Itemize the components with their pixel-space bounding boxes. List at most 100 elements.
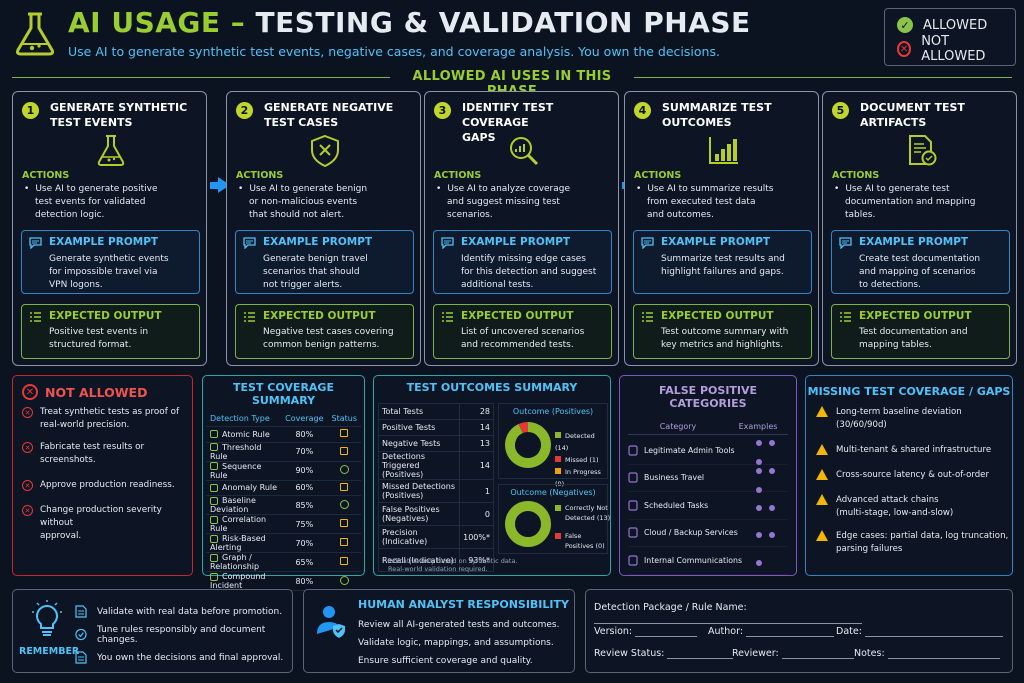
prompt-line: scenarios that should <box>263 267 360 277</box>
output-line: and recommended tests. <box>461 340 574 350</box>
action-line: Use AI to analyze coverage <box>447 184 571 194</box>
list-item: Legitimate Admin Tools <box>628 437 788 466</box>
status-pending-icon <box>340 429 349 438</box>
x-icon: ✕ <box>22 505 33 516</box>
example-dot <box>769 440 775 447</box>
action-line: Use AI to generate test <box>845 184 950 194</box>
prompt-line: for impossible travel via <box>49 267 158 277</box>
gap-item: Cross-source latency & out-of-order <box>816 469 1012 482</box>
reviewer-field[interactable]: Reviewer: <box>732 648 854 659</box>
responsibility-item: Review all AI-generated tests and outcom… <box>358 620 560 630</box>
list-icon <box>442 312 453 322</box>
signoff-form: Detection Package / Rule Name: Version: … <box>585 589 1013 673</box>
detection-type: Sequence Rule <box>210 461 262 480</box>
table-row: Recall (Indicative) 93%* <box>377 548 494 572</box>
detection-type: Threshold Rule <box>210 442 262 461</box>
coverage-title: TEST COVERAGE SUMMARY <box>233 381 334 407</box>
check-icon: ✓ <box>897 17 913 33</box>
step-title-line-1: SUMMARIZE TEST <box>662 101 772 114</box>
example-prompt-text: Summarize test results and highlight fai… <box>661 253 785 279</box>
step-title: DOCUMENT TEST ARTIFACTS <box>860 100 965 130</box>
coverage-value: 70% <box>281 533 328 553</box>
outcome-value: 13 <box>459 435 494 452</box>
legend: ✓ ALLOWED ✕ NOT ALLOWED <box>884 8 1016 66</box>
col-detection-type: Detection Type <box>206 411 282 427</box>
legend-label: False Positives (0) <box>565 532 605 550</box>
step-title-line-2: OUTCOMES <box>662 116 732 129</box>
expected-output-text: Test documentation and mapping tables. <box>859 326 968 352</box>
prompt-line: for this detection and suggest <box>461 267 597 277</box>
review-status-label: Review Status: <box>594 648 665 659</box>
example-prompt-text: Generate synthetic events for impossible… <box>49 253 169 292</box>
gap-line: Advanced attack chains <box>836 495 939 505</box>
warning-icon <box>816 469 828 480</box>
date-field[interactable]: Date: <box>836 626 1003 637</box>
gap-item: Multi-tenant & shared infrastructure <box>816 444 1012 457</box>
table-row: Atomic Rule 80% <box>206 426 361 443</box>
expected-output-label: EXPECTED OUTPUT <box>859 310 972 322</box>
notes-field[interactable]: Notes: <box>854 648 1000 659</box>
document-check-icon <box>909 135 937 166</box>
legend-item: Correctly Not Detected (13) <box>555 503 611 523</box>
page-title: AI USAGE – TESTING & VALIDATION PHASE <box>68 6 751 39</box>
step-title: GENERATE SYNTHETIC TEST EVENTS <box>50 100 187 130</box>
example-prompt-box: EXAMPLE PROMPT Generate synthetic events… <box>21 230 200 294</box>
fp-category: Scheduled Tasks <box>644 500 709 510</box>
not-allowed-line: Fabricate test results or screenshots. <box>40 442 145 465</box>
positives-chart-title: Outcome (Positives) <box>512 407 594 416</box>
category-icon <box>628 527 638 538</box>
example-prompt-label: EXAMPLE PROMPT <box>461 236 571 248</box>
actions-label: ACTIONS <box>236 170 284 181</box>
table-row: Precision (Indicative) 100%* <box>377 525 494 549</box>
example-dot <box>769 467 775 474</box>
actions-label: ACTIONS <box>832 170 880 181</box>
review-status-field[interactable]: Review Status: <box>594 648 734 659</box>
fp-title: FALSE POSITIVE CATEGORIES <box>658 384 758 410</box>
not-allowed-line: Change production severity without <box>40 505 162 528</box>
coverage-value: 70% <box>281 442 328 462</box>
example-prompt-text: Generate benign travel scenarios that sh… <box>263 253 368 292</box>
step-title-line-1: DOCUMENT TEST <box>860 101 965 114</box>
author-field[interactable]: Author: <box>708 626 835 637</box>
category-icon <box>628 445 638 456</box>
x-icon: ✕ <box>22 407 33 418</box>
not-allowed-line: real-world precision. <box>40 420 130 430</box>
remember-item: Tune rules responsibly and document chan… <box>75 623 292 646</box>
positives-donut <box>505 422 551 468</box>
shield-x-icon <box>311 134 339 168</box>
action-line: Use AI to summarize results <box>647 184 774 194</box>
action-line: Use AI to generate benign <box>249 184 368 194</box>
coverage-value: 85% <box>281 495 328 515</box>
coverage-value: 65% <box>281 552 328 572</box>
expected-output-label: EXPECTED OUTPUT <box>49 310 162 322</box>
notes-label: Notes: <box>854 648 885 659</box>
example-prompt-label: EXAMPLE PROMPT <box>661 236 771 248</box>
step-card-2: 2 GENERATE NEGATIVE TEST CASES ACTIONS •… <box>226 91 421 366</box>
table-row: False Positives (Negatives) 0 <box>377 502 494 526</box>
table-row: Negative Tests 13 <box>377 435 494 452</box>
legend-allowed: ✓ ALLOWED <box>897 13 1003 37</box>
package-field[interactable]: Detection Package / Rule Name: <box>594 602 1012 624</box>
not-allowed-item: ✕ Approve production readiness. <box>22 479 192 492</box>
step-card-1: 1 GENERATE SYNTHETIC TEST EVENTS ACTIONS… <box>12 91 207 366</box>
fp-category: Cloud / Backup Services <box>644 528 738 538</box>
rule-icon <box>210 534 218 543</box>
gap-line: Long-term baseline deviation (30/60/90d) <box>836 407 962 430</box>
detection-type: Anomaly Rule <box>222 483 278 493</box>
fp-col-category: Category <box>659 422 697 431</box>
coverage-value: 75% <box>281 514 328 534</box>
not-allowed-line: Approve production readiness. <box>40 480 175 490</box>
human-panel: HUMAN ANALYST RESPONSIBILITY Review all … <box>303 589 575 673</box>
legend-not-allowed-label: NOT ALLOWED <box>921 34 986 64</box>
example-prompt-text: Create test documentation and mapping of… <box>859 253 980 292</box>
gap-line: Multi-tenant & shared infrastructure <box>836 445 992 455</box>
step-title-line-2: GAPS <box>462 131 496 144</box>
version-field[interactable]: Version: <box>594 626 698 637</box>
detection-type: Atomic Rule <box>222 429 270 439</box>
date-label: Date: <box>836 626 862 637</box>
prompt-line: not trigger alerts. <box>263 280 343 290</box>
category-icon <box>628 500 638 511</box>
positives-slice <box>505 422 551 468</box>
coverage-value: 60% <box>281 480 328 496</box>
output-line: common benign patterns. <box>263 340 380 350</box>
